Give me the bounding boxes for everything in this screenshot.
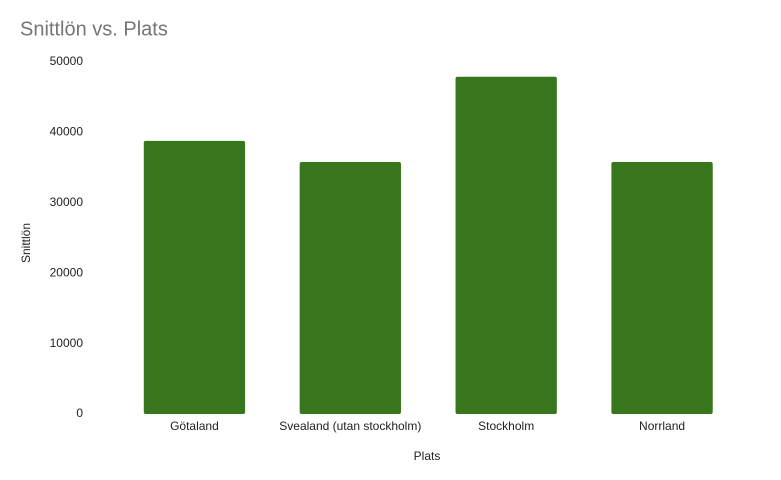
y-axis-label: Snittlön (19, 223, 33, 263)
y-tick-label: 40000 (50, 125, 84, 139)
y-tick-label: 20000 (50, 265, 84, 279)
bar (455, 76, 557, 414)
y-tick-label: 0 (76, 406, 83, 420)
x-tick-label: Stockholm (478, 419, 534, 433)
x-tick-label: Götaland (170, 419, 219, 433)
x-tick-label: Norrland (639, 419, 685, 433)
chart-title: Snittlön vs. Plats (20, 18, 168, 40)
y-tick-label: 10000 (50, 336, 84, 350)
bar (299, 161, 401, 414)
y-tick-label: 50000 (50, 54, 84, 68)
x-tick-label: Svealand (utan stockholm) (279, 419, 421, 433)
y-tick-label: 30000 (50, 195, 84, 209)
x-axis-label: Plats (414, 449, 441, 463)
bar (143, 140, 246, 414)
bar (611, 161, 713, 414)
